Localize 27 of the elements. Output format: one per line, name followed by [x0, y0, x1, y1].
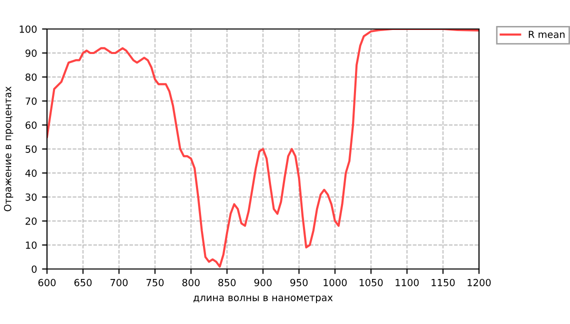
y-tick-label: 10	[26, 241, 37, 249]
y-tick-label: 20	[26, 217, 37, 225]
x-tick-label: 1200	[468, 278, 491, 286]
y-tick-label: 90	[26, 49, 37, 57]
y-tick-label: 40	[25, 169, 37, 177]
x-tick-label: 600	[38, 278, 56, 286]
y-tick-label: 80	[26, 73, 37, 81]
x-tick-label: 1100	[396, 278, 419, 286]
x-tick-label: 750	[146, 278, 164, 286]
x-tick-label: 950	[290, 278, 308, 286]
y-axis-title: Отражение в процентах	[4, 86, 14, 212]
y-tick-label: 100	[20, 25, 37, 33]
y-tick-label: 50	[26, 145, 37, 153]
x-tick-label: 1050	[360, 278, 383, 286]
x-tick-label: 700	[110, 278, 128, 286]
x-tick-label: 650	[74, 278, 92, 286]
x-tick-label: 1150	[432, 278, 455, 286]
y-tick-label: 60	[26, 121, 37, 129]
x-tick-label: 800	[182, 278, 200, 286]
legend-label: R mean	[528, 30, 565, 38]
y-tick-label: 0	[32, 265, 37, 273]
y-tick-label: 70	[26, 97, 37, 105]
x-tick-label: 850	[218, 278, 236, 286]
x-tick-label: 900	[254, 278, 272, 286]
x-tick-label: 1000	[324, 278, 347, 286]
y-tick-label: 30	[26, 193, 37, 201]
x-axis-title: длина волны в нанометрах	[194, 296, 333, 304]
